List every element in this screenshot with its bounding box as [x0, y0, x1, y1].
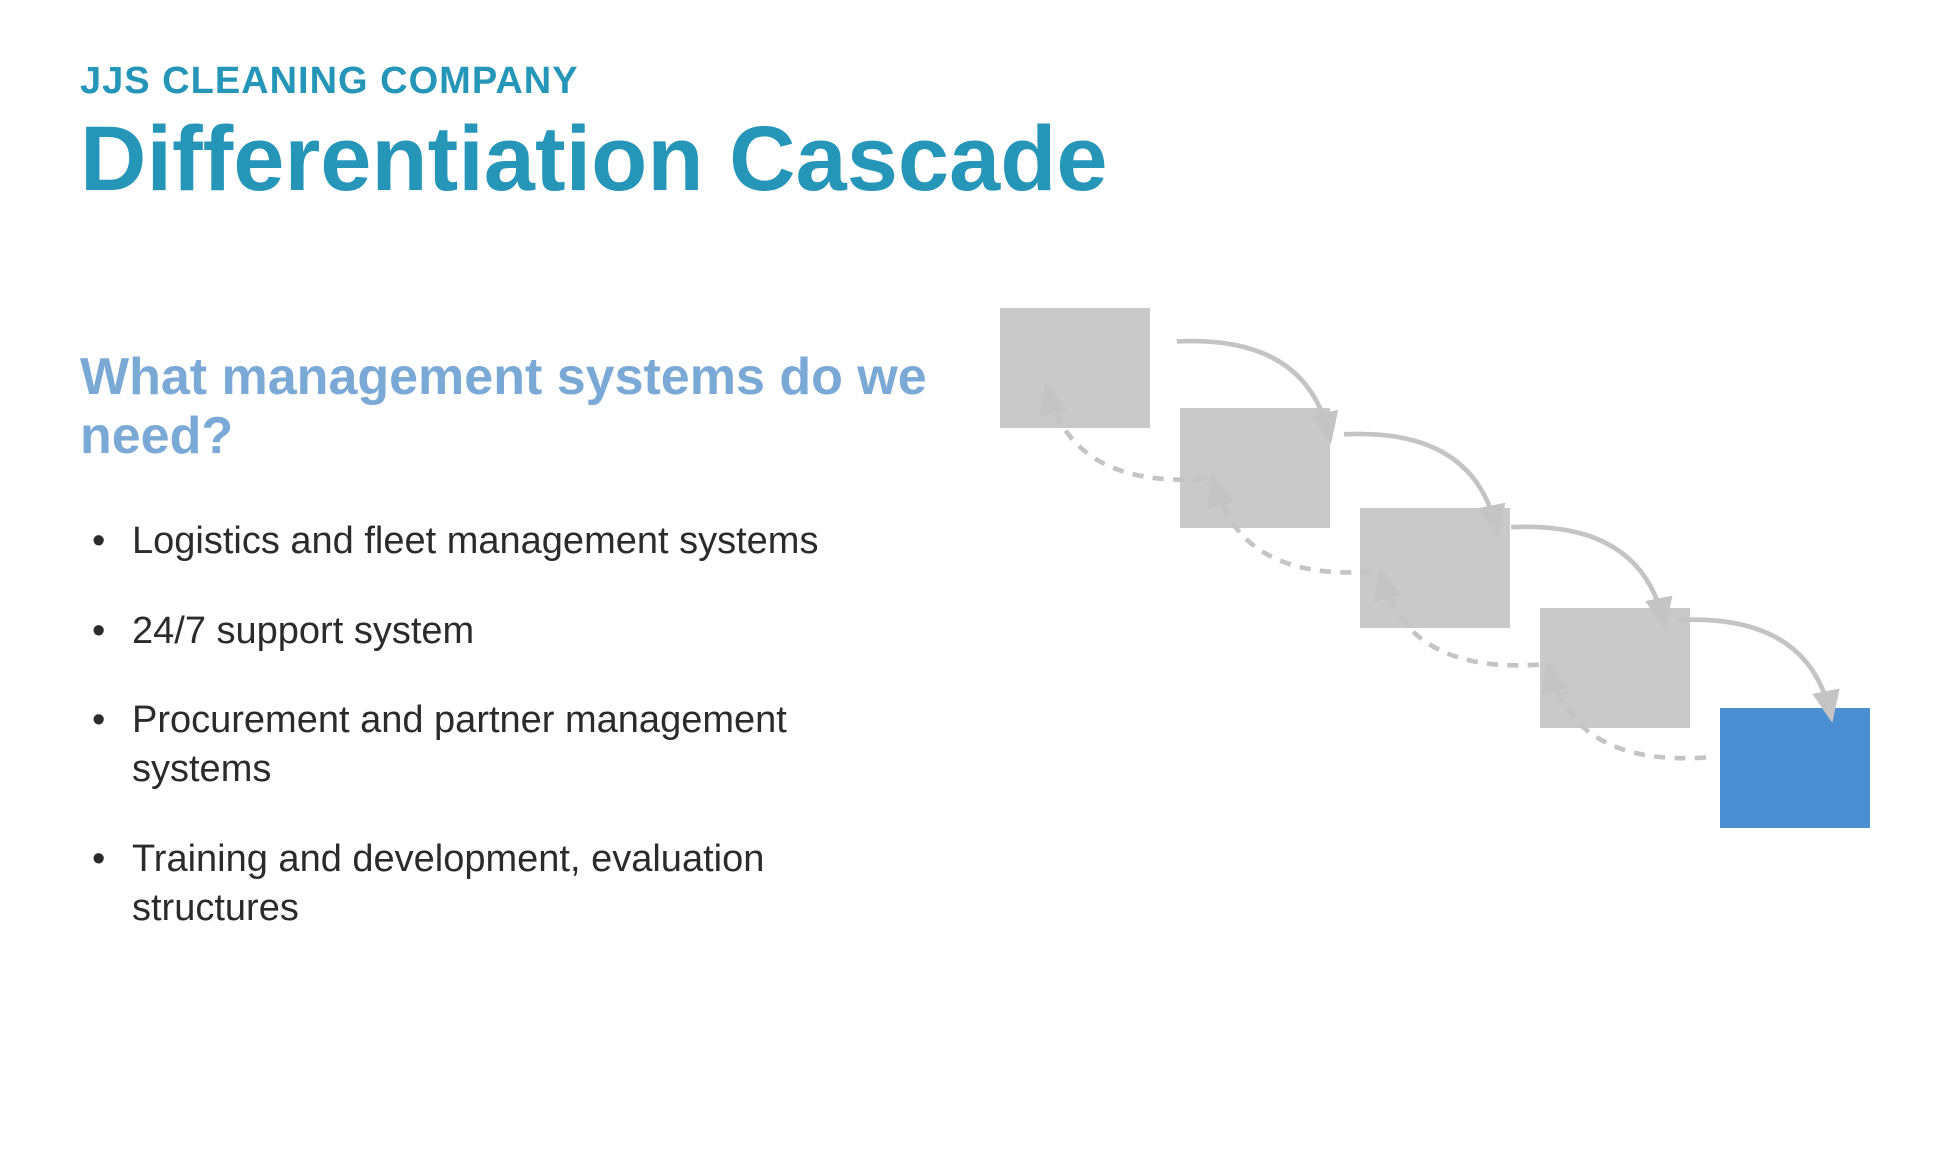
left-column: What management systems do we need? Logi… — [80, 348, 980, 974]
subheading: What management systems do we need? — [80, 348, 980, 468]
eyebrow: JJS CLEANING COMPANY — [80, 60, 1857, 103]
cascade-arrows — [1000, 308, 1920, 828]
list-item: Logistics and fleet management systems — [80, 517, 860, 566]
page-title: Differentiation Cascade — [80, 111, 1857, 208]
list-item: Procurement and partner management syste… — [80, 696, 860, 795]
content-row: What management systems do we need? Logi… — [80, 348, 1857, 974]
right-column — [980, 348, 1857, 974]
list-item: Training and development, evaluation str… — [80, 835, 860, 934]
cascade-diagram — [1000, 308, 1920, 828]
bullet-list: Logistics and fleet management systems 2… — [80, 517, 980, 933]
slide: JJS CLEANING COMPANY Differentiation Cas… — [0, 0, 1937, 1157]
list-item: 24/7 support system — [80, 607, 860, 656]
